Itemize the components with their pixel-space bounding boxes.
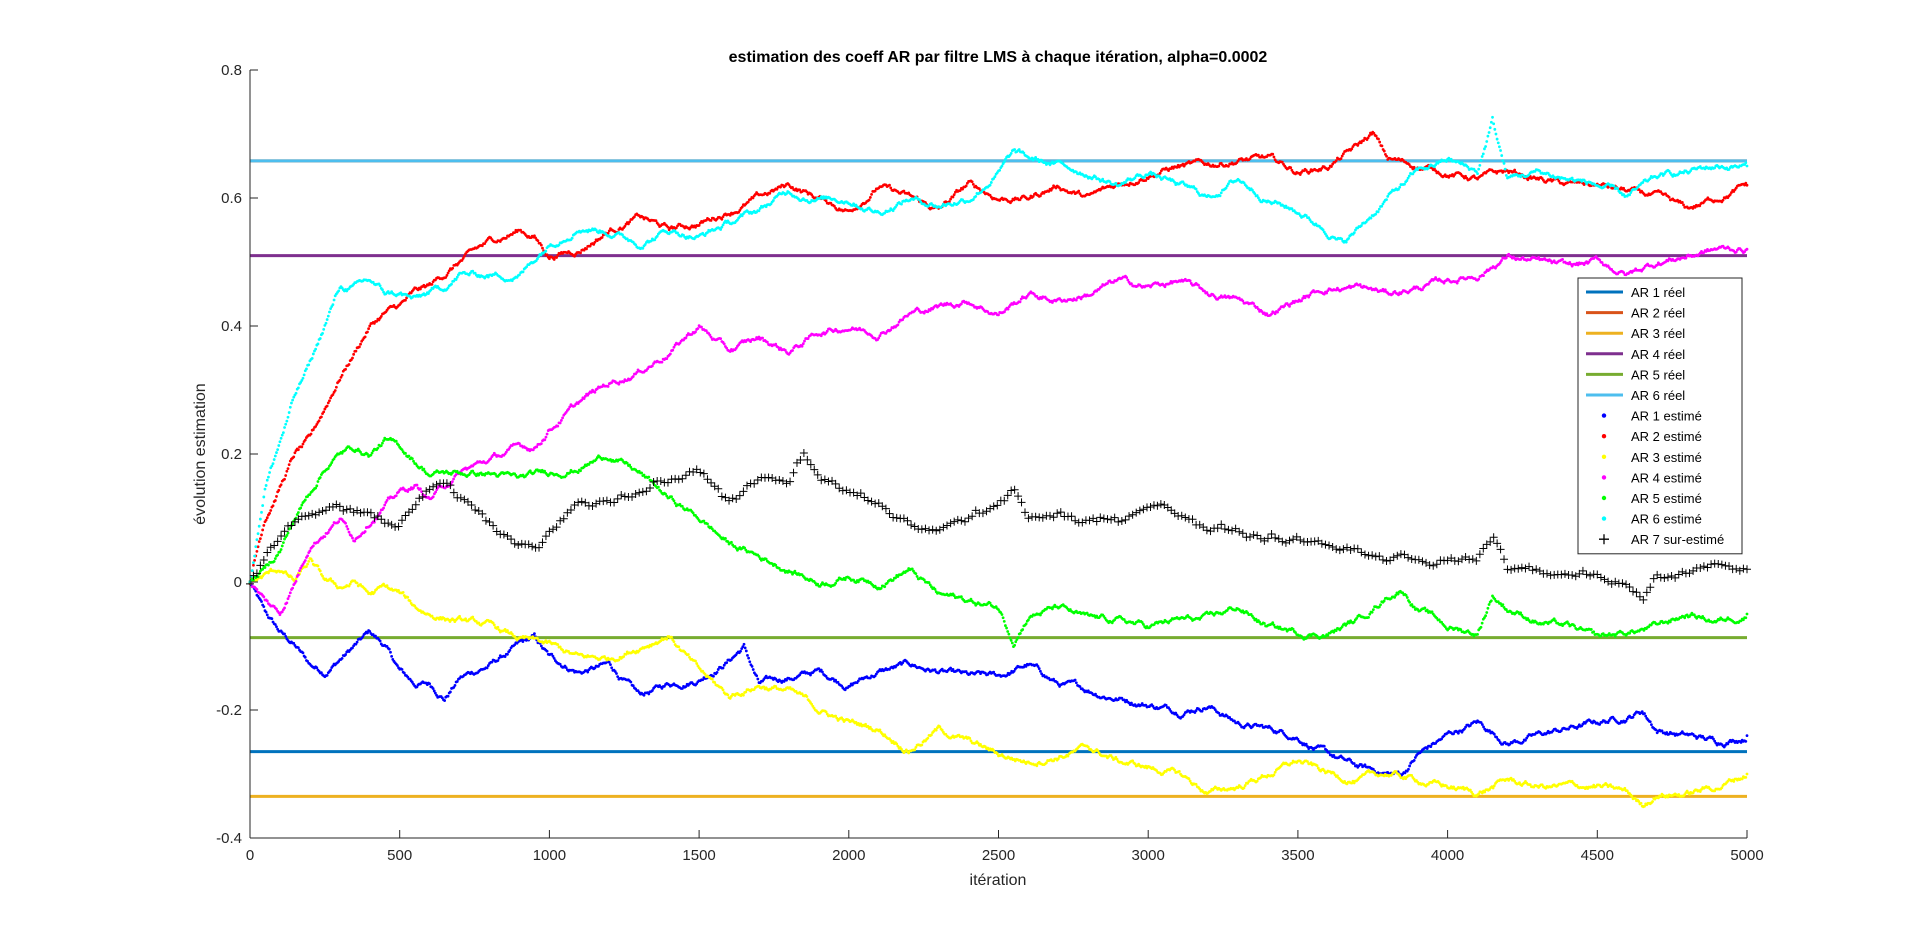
legend-item-ar-4-estime: AR 4 estimé: [1601, 470, 1702, 485]
x-axis-ticks: 0 500 1000 1500 2000 2500 3000 3500 4000 4500 5000: [246, 830, 1764, 864]
x-tick-label: 1500: [682, 847, 715, 864]
y-tick-label: 0.6: [221, 190, 242, 207]
x-axis-label: itération: [970, 872, 1027, 889]
legend-item-ar-3-estime: AR 3 estimé: [1601, 450, 1702, 465]
legend-item-ar-6-reel: AR 6 réel: [1586, 388, 1685, 403]
legend-item-ar-4-reel: AR 4 réel: [1586, 347, 1685, 362]
legend-item-ar-2-reel: AR 2 réel: [1586, 306, 1685, 321]
chart-title: estimation des coeff AR par filtre LMS à…: [729, 49, 1268, 66]
y-tick-label: 0.2: [221, 446, 242, 463]
markers-ar-4-estime: [248, 244, 1749, 617]
x-tick-label: 3000: [1132, 847, 1165, 864]
x-tick-label: 0: [246, 847, 254, 864]
y-axis-label: évolution estimation: [192, 383, 209, 524]
x-tick-label: 2000: [832, 847, 865, 864]
legend-label: AR 5 réel: [1631, 367, 1685, 382]
legend-label: AR 7 sur-estimé: [1631, 532, 1724, 547]
legend-label: AR 6 réel: [1631, 388, 1685, 403]
legend-label: AR 4 estimé: [1631, 470, 1702, 485]
legend-label: AR 1 réel: [1631, 285, 1685, 300]
y-tick-label: -0.2: [216, 702, 242, 719]
legend-item-ar-2-estime: AR 2 estimé: [1601, 429, 1702, 444]
legend-label: AR 1 estimé: [1631, 409, 1702, 424]
legend: AR 1 réel AR 2 réel AR 3 réel AR 4 réel AR 5…: [1577, 277, 1743, 555]
legend-item-ar-1-estime: AR 1 estimé: [1601, 409, 1702, 424]
legend-swatch: [1601, 434, 1607, 439]
y-tick-label: 0.8: [221, 62, 242, 79]
legend-item-ar-7-sur-estime: AR 7 sur-estimé: [1599, 532, 1724, 547]
legend-swatch: [1601, 475, 1607, 480]
series-ar-4-estime: [248, 244, 1749, 617]
legend-swatch: [1601, 454, 1607, 459]
legend-item-ar-6-estime: AR 6 estimé: [1601, 512, 1702, 527]
legend-swatch: [1601, 516, 1607, 521]
true-value-lines: [250, 159, 1747, 798]
x-tick-label: 5000: [1730, 847, 1763, 864]
legend-item-ar-1-reel: AR 1 réel: [1586, 285, 1685, 300]
x-tick-label: 4000: [1431, 847, 1464, 864]
legend-swatch: [1601, 495, 1607, 501]
y-tick-label: 0: [234, 574, 242, 591]
y-tick-label: -0.4: [216, 830, 242, 847]
legend-label: AR 3 réel: [1631, 326, 1685, 341]
x-tick-label: 4500: [1581, 847, 1614, 864]
x-tick-label: 3500: [1281, 847, 1314, 864]
legend-label: AR 3 estimé: [1631, 450, 1702, 465]
legend-label: AR 5 estimé: [1631, 491, 1702, 506]
x-tick-label: 2500: [982, 847, 1015, 864]
legend-item-ar-3-reel: AR 3 réel: [1586, 326, 1685, 341]
x-tick-label: 500: [387, 847, 412, 864]
x-tick-label: 1000: [533, 847, 566, 864]
legend-swatch: [1601, 413, 1607, 418]
plot-area: [250, 70, 1747, 838]
legend-item-ar-5-estime: AR 5 estimé: [1601, 491, 1702, 506]
legend-swatch: [1599, 534, 1609, 545]
legend-label: AR 4 réel: [1631, 347, 1685, 362]
legend-item-ar-5-reel: AR 5 réel: [1586, 367, 1685, 382]
legend-label: AR 6 estimé: [1631, 512, 1702, 527]
y-axis-ticks: -0.4 -0.2 0 0.2 0.4 0.6 0.8: [216, 62, 258, 847]
legend-label: AR 2 réel: [1631, 306, 1685, 321]
legend-label: AR 2 estimé: [1631, 429, 1702, 444]
y-tick-label: 0.4: [221, 318, 242, 335]
